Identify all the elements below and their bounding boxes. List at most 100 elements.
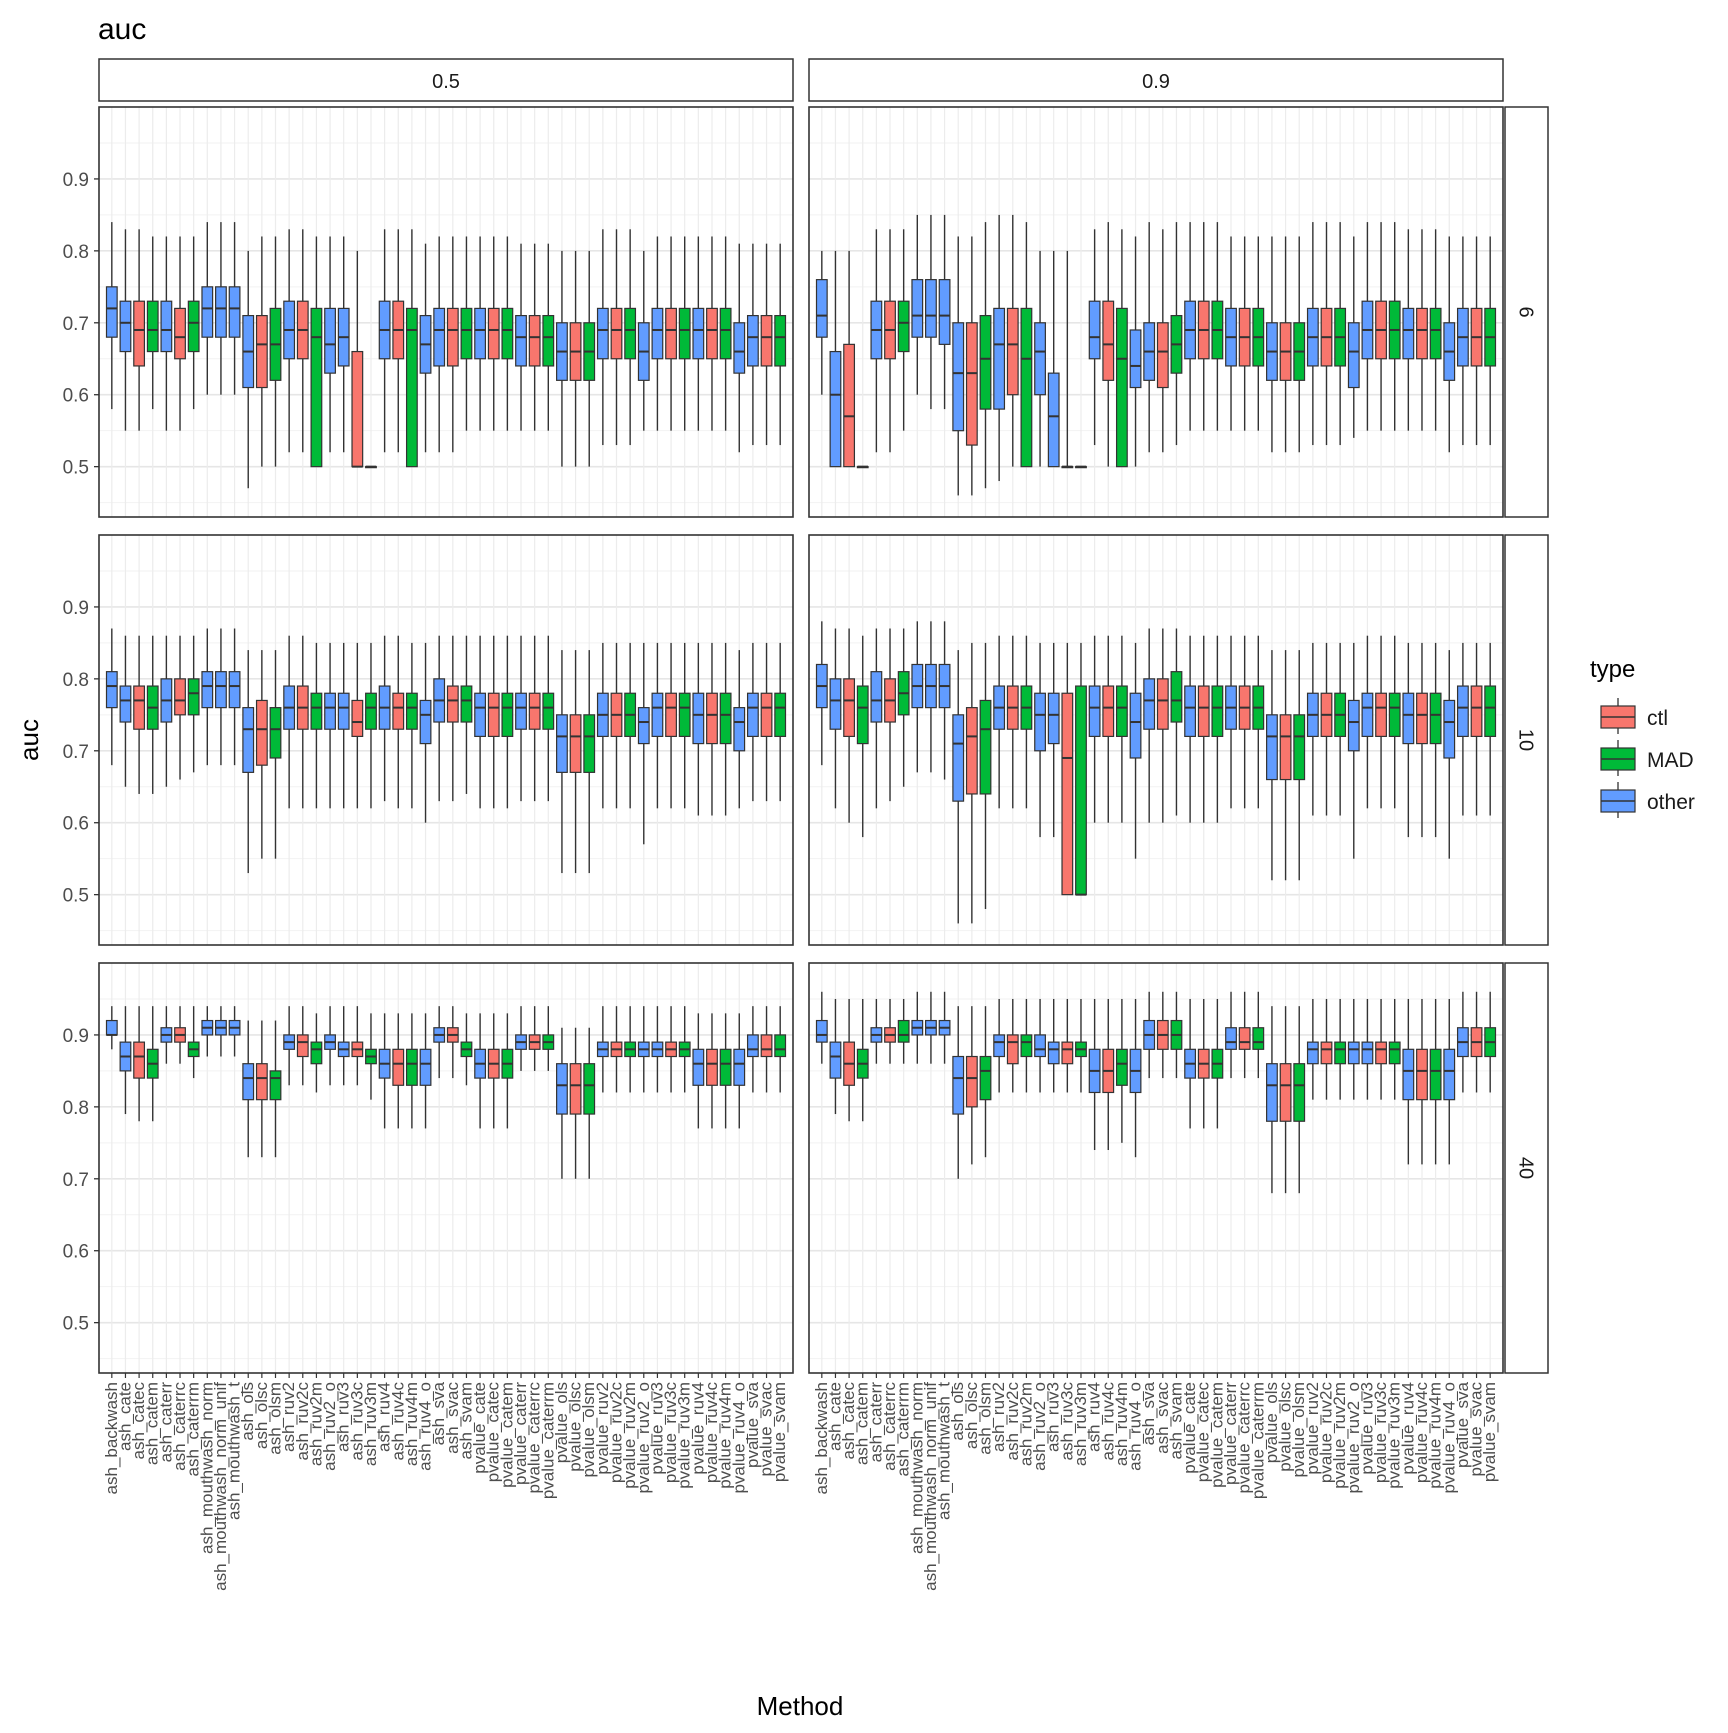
box-ash_catem [856,998,869,1122]
box-iqr [760,692,773,738]
box-iqr [1102,685,1115,738]
box-ash_backwash [105,222,118,410]
x-tick-label: pvalue_ruv4m [716,1382,735,1489]
box-pvalue_caterrm [1252,991,1265,1079]
box-iqr [719,307,732,360]
box-iqr [528,692,541,730]
box-ash_ruv3m [365,465,377,469]
x-tick-label: pvalue_catem [1207,1382,1226,1488]
box-pvalue_caterrc [528,243,541,431]
box-pvalue_svam [774,243,787,446]
x-tick-label: ash_ruv4m [1112,1382,1131,1466]
x-tick-label: pvalue_ruv2_o [634,1382,653,1494]
box-ash_ruv4m [405,1013,418,1129]
x-tick-label: ash_svac [443,1382,462,1454]
panel-grid [809,963,1503,1373]
box-iqr [1266,714,1278,781]
box-ash_sva [1143,991,1156,1079]
x-tick-label: pvalue_cate [1180,1382,1199,1474]
box-iqr [843,678,856,738]
box-iqr [760,1034,773,1058]
box-iqr [187,678,200,716]
x-tick-label: ash_mouthwash_t [935,1382,954,1520]
y-axis-label: auc [14,719,44,761]
box-pvalue_ruv3 [1361,998,1374,1100]
box-ash_caterrm [187,635,200,773]
y-tick-label: 0.6 [63,814,89,835]
box-ash_ruv2 [993,635,1006,809]
y-tick-label: 0.5 [63,1314,89,1335]
box-pvalue_ruv2m [1334,642,1347,816]
x-tick-label: ash_olsc [962,1382,981,1450]
box-ash_olsm [979,1006,992,1158]
box-ash_backwash [105,628,118,766]
box-iqr [1129,329,1142,389]
box-ash_ruv4m [1115,229,1128,468]
box-ash_cate [829,250,842,468]
y-tick-label: 0.8 [63,242,89,263]
box-iqr [965,1055,978,1108]
box-iqr [1211,685,1224,738]
box-pvalue_ruv4m [719,1013,732,1129]
box-iqr [925,279,937,338]
legend: type ctl MAD other [1590,656,1695,818]
y-tick-label: 0.9 [63,598,89,619]
x-tick-label: pvalue_ruv4m [1426,1382,1445,1489]
box-pvalue_olsc [1279,236,1292,453]
box-iqr [1306,1041,1319,1065]
box-iqr [1115,685,1128,738]
box-pvalue_caterrc [1238,991,1251,1079]
x-tick-label: ash_caterr [866,1382,885,1463]
box-iqr [692,307,705,360]
box-ash_ruv3c [351,250,364,468]
box-iqr [692,1048,705,1086]
x-tick-label: pvalue_caterrm [1248,1382,1267,1499]
box-iqr [1006,307,1019,396]
box-ash_ruv2_o [324,236,336,453]
box-iqr [487,307,500,360]
box-pvalue_svam [1484,642,1497,816]
box-iqr [174,307,186,360]
box-pvalue_ruv3c [665,1006,677,1093]
box-ash_caterrc [884,229,896,453]
box-pvalue_caterrm [542,635,555,802]
x-tick-label: pvalue_catem [497,1382,516,1488]
box-pvalue_ruv4 [1402,229,1415,431]
box-pvalue_svam [774,642,787,802]
box-iqr [993,1034,1006,1058]
legend-item-ctl: ctl [1600,698,1668,734]
x-tick-label: pvalue_ruv4c [1412,1382,1431,1484]
box-pvalue_ruv3m [1388,222,1401,431]
box-pvalue_cate [474,236,487,431]
box-ash_ruv3m [365,1013,377,1100]
box-ash_olsm [979,222,992,489]
box-iqr [1375,692,1387,738]
box-ash_catec [133,635,146,794]
box-ash_ruv2c [296,229,309,453]
box-pvalue_ruv2_o [637,250,650,431]
box-pvalue_catec [1197,222,1210,431]
box-iqr [596,307,609,360]
x-tick-label: ash_mouthwash_norm [197,1382,216,1554]
x-tick-label: ash_olsc [252,1382,271,1450]
box-iqr [133,300,146,367]
x-tick-label: pvalue_catec [484,1382,503,1483]
x-tick-label: ash_ruv3m [1071,1382,1090,1466]
box-iqr [515,314,527,367]
box-iqr [815,279,828,338]
panel-grid [809,535,1503,945]
x-tick-label: pvalue_caterrc [525,1382,544,1494]
box-iqr [474,692,487,738]
box-iqr [1361,1041,1374,1065]
box-ash_ruv2m [1020,635,1033,809]
box-ash_ols [242,250,255,489]
box-iqr [1347,322,1360,389]
x-tick-label: ash_mouthwash_t [225,1382,244,1520]
box-iqr [310,1041,323,1065]
x-tick-label: ash_ruv4_o [416,1382,435,1471]
box-pvalue_ruv3m [1388,635,1401,809]
x-tick-label: ash_ruv3m [361,1382,380,1466]
x-tick-label: ash_cate [825,1382,844,1451]
box-iqr [760,314,773,367]
box-ash_ruv2c [296,1006,309,1086]
